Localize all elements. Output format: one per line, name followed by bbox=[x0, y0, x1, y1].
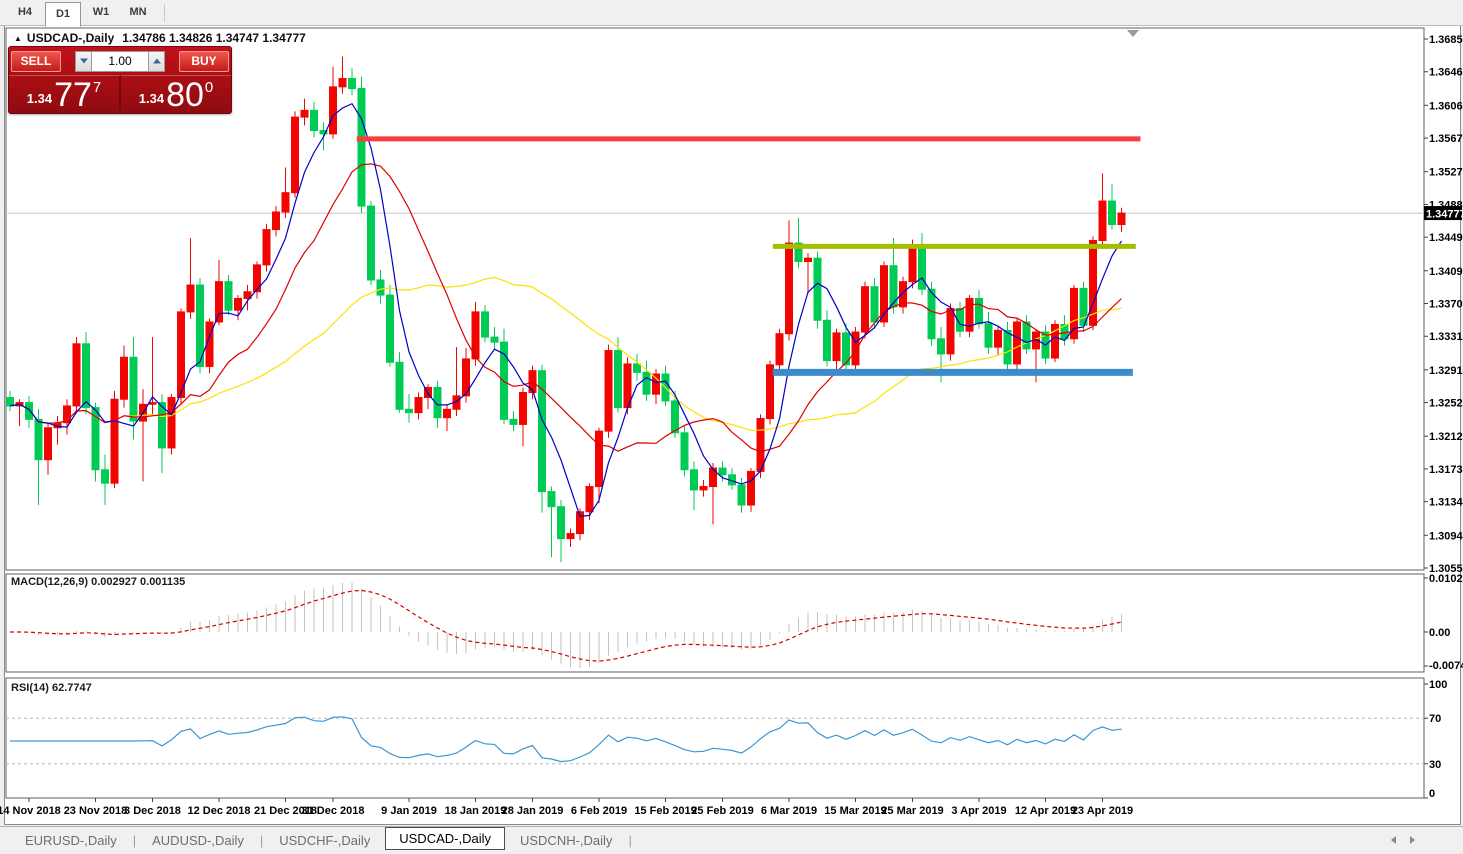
svg-text:6 Mar 2019: 6 Mar 2019 bbox=[761, 805, 817, 817]
svg-text:1.32910: 1.32910 bbox=[1429, 365, 1463, 377]
svg-text:3 Apr 2019: 3 Apr 2019 bbox=[951, 805, 1006, 817]
svg-text:28 Jan 2019: 28 Jan 2019 bbox=[502, 805, 564, 817]
chart-symbol-label: USDCAD-,Daily bbox=[26, 31, 115, 45]
tab-usdchf[interactable]: USDCHF-,Daily bbox=[279, 833, 371, 848]
ma-5-line bbox=[9, 102, 1123, 518]
svg-text:70: 70 bbox=[1429, 713, 1441, 725]
svg-text:21 Dec 2018: 21 Dec 2018 bbox=[254, 805, 317, 817]
timeframe-d1-button[interactable]: D1 bbox=[45, 1, 81, 27]
sell-price-display[interactable]: 1.34 77 7 bbox=[9, 75, 121, 112]
svg-text:25 Feb 2019: 25 Feb 2019 bbox=[691, 805, 753, 817]
svg-text:30: 30 bbox=[1429, 759, 1441, 771]
svg-text:-0.007477: -0.007477 bbox=[1429, 660, 1463, 672]
ma-13-line bbox=[9, 163, 1122, 453]
price-pane bbox=[6, 56, 1424, 563]
tab-eurusd[interactable]: EURUSD-,Daily bbox=[25, 833, 117, 848]
current-price-tag bbox=[1424, 206, 1462, 221]
macd-pane bbox=[10, 582, 1122, 669]
svg-text:0.010229: 0.010229 bbox=[1429, 573, 1463, 585]
svg-text:1.32520: 1.32520 bbox=[1429, 398, 1463, 410]
one-click-trading-panel: SELL BUY 1.34 77 7 1.34 80 0 bbox=[8, 46, 232, 114]
volume-increase-button[interactable] bbox=[148, 50, 165, 72]
volume-decrease-button[interactable] bbox=[75, 50, 92, 72]
buy-price-sup: 0 bbox=[204, 79, 214, 96]
triangle-up-icon bbox=[152, 58, 161, 64]
svg-text:1.33310: 1.33310 bbox=[1429, 331, 1463, 343]
svg-text:1.36060: 1.36060 bbox=[1429, 100, 1463, 112]
svg-text:31 Dec 2018: 31 Dec 2018 bbox=[302, 805, 365, 817]
svg-text:14 Nov 2018: 14 Nov 2018 bbox=[0, 805, 61, 817]
sell-price-sup: 7 bbox=[92, 79, 102, 96]
timeframe-mn-button[interactable]: MN bbox=[129, 6, 147, 18]
toolbar-separator bbox=[164, 3, 165, 22]
triangle-down-icon bbox=[79, 58, 88, 64]
svg-text:6 Feb 2019: 6 Feb 2019 bbox=[571, 805, 627, 817]
svg-text:1.35670: 1.35670 bbox=[1429, 133, 1463, 145]
volume-input[interactable] bbox=[92, 50, 148, 72]
timeframe-toolbar: H4 D1 W1 MN bbox=[0, 0, 1463, 27]
macd-indicator-label: MACD(12,26,9) 0.002927 0.001135 bbox=[11, 576, 186, 588]
tab-separator: | bbox=[259, 833, 264, 848]
svg-text:9 Jan 2019: 9 Jan 2019 bbox=[381, 805, 437, 817]
timeframe-h4-button[interactable]: H4 bbox=[17, 6, 33, 18]
timeframe-w1-button[interactable]: W1 bbox=[92, 6, 110, 18]
tab-usdcnh[interactable]: USDCNH-,Daily bbox=[519, 833, 613, 848]
buy-price-display[interactable]: 1.34 80 0 bbox=[121, 75, 231, 112]
svg-text:12 Dec 2018: 12 Dec 2018 bbox=[188, 805, 251, 817]
svg-text:1.30550: 1.30550 bbox=[1429, 563, 1463, 575]
volume-spinner bbox=[66, 50, 174, 72]
sell-price-main: 1.34 bbox=[26, 91, 53, 106]
svg-text:15 Mar 2019: 15 Mar 2019 bbox=[824, 805, 886, 817]
svg-text:1.35270: 1.35270 bbox=[1429, 167, 1463, 179]
rsi-indicator-label: RSI(14) 62.7747 bbox=[11, 682, 92, 694]
svg-text:1.31730: 1.31730 bbox=[1429, 464, 1463, 476]
svg-text:12 Apr 2019: 12 Apr 2019 bbox=[1015, 805, 1076, 817]
tab-usdcad[interactable]: USDCAD-,Daily bbox=[385, 827, 505, 850]
tab-separator: | bbox=[132, 833, 137, 848]
symbol-tab-bar: EURUSD-,Daily | AUDUSD-,Daily | USDCHF-,… bbox=[0, 826, 1463, 854]
svg-text:1.33700: 1.33700 bbox=[1429, 298, 1463, 310]
svg-text:0: 0 bbox=[1429, 788, 1435, 800]
svg-text:23 Apr 2019: 23 Apr 2019 bbox=[1072, 805, 1133, 817]
tab-separator: | bbox=[628, 833, 632, 848]
svg-text:1.34090: 1.34090 bbox=[1429, 266, 1463, 278]
tab-audusd[interactable]: AUDUSD-,Daily bbox=[152, 833, 244, 848]
svg-text:18 Jan 2019: 18 Jan 2019 bbox=[445, 805, 507, 817]
scroll-left-icon[interactable] bbox=[1391, 836, 1396, 844]
price-axis: 1.368501.364601.360601.356701.352701.348… bbox=[1424, 34, 1463, 800]
buy-price-main: 1.34 bbox=[138, 91, 165, 106]
svg-text:1.34490: 1.34490 bbox=[1429, 232, 1463, 244]
buy-price-big: 80 bbox=[166, 76, 204, 114]
buy-button[interactable]: BUY bbox=[179, 50, 229, 72]
svg-text:1.30940: 1.30940 bbox=[1429, 530, 1463, 542]
sell-button[interactable]: SELL bbox=[11, 50, 61, 72]
svg-text:1.31340: 1.31340 bbox=[1429, 497, 1463, 509]
svg-text:1.34777: 1.34777 bbox=[1426, 209, 1463, 221]
candles-layer bbox=[6, 56, 1126, 563]
svg-text:25 Mar 2019: 25 Mar 2019 bbox=[881, 805, 943, 817]
ma-34-line bbox=[9, 276, 1122, 431]
autoscroll-marker-icon bbox=[1127, 30, 1139, 37]
svg-text:15 Feb 2019: 15 Feb 2019 bbox=[634, 805, 696, 817]
sell-price-big: 77 bbox=[54, 76, 92, 114]
collapse-triangle-icon[interactable]: ▲ bbox=[14, 34, 22, 43]
rsi-line bbox=[10, 716, 1122, 763]
tab-scroll-arrows bbox=[1391, 836, 1415, 844]
svg-text:1.36850: 1.36850 bbox=[1429, 34, 1463, 46]
chart-ohlc-values: 1.34786 1.34826 1.34747 1.34777 bbox=[122, 31, 306, 45]
svg-text:1.32120: 1.32120 bbox=[1429, 431, 1463, 443]
svg-text:0.00: 0.00 bbox=[1429, 627, 1450, 639]
macd-signal-line bbox=[10, 589, 1122, 662]
svg-text:100: 100 bbox=[1429, 679, 1447, 691]
scroll-right-icon[interactable] bbox=[1410, 836, 1415, 844]
rsi-pane bbox=[6, 716, 1424, 765]
svg-text:23 Nov 2018: 23 Nov 2018 bbox=[64, 805, 128, 817]
svg-text:3 Dec 2018: 3 Dec 2018 bbox=[124, 805, 181, 817]
chart-title: ▲ USDCAD-,Daily 1.34786 1.34826 1.34747 1.… bbox=[14, 31, 306, 45]
svg-text:1.36460: 1.36460 bbox=[1429, 67, 1463, 79]
